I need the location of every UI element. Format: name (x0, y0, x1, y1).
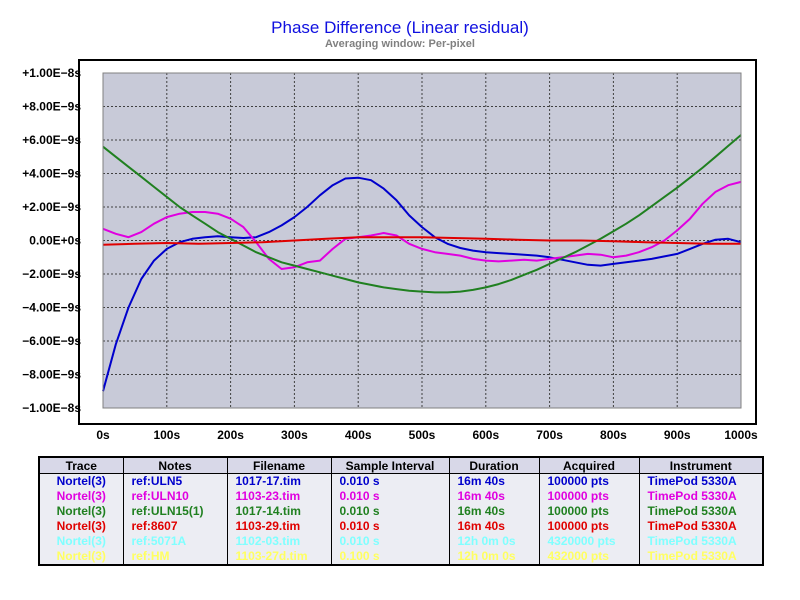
legend-cell-filename: 1017-17.tim (226, 473, 331, 489)
x-axis: 0s 100s 200s 300s 400s 500s 600s 700s 800s 900s 10… (96, 428, 758, 442)
legend-cell-duration: 12h 0m 0s (448, 549, 539, 565)
series-line (102, 180, 742, 270)
legend-row: Nortel(3) ref:ULN10 1103-23.tim 0.010 s 16m … (39, 489, 763, 504)
chart-title: Phase Difference (Linear residual) (271, 18, 529, 37)
legend-header-sample-interval: Sample Interval (330, 457, 449, 474)
legend-cell-notes: ref:8607 (122, 519, 227, 534)
x-tick-label: 200s (217, 428, 244, 442)
legend-cell-acquired: 432000 pts (538, 549, 639, 565)
x-tick-label: 800s (600, 428, 627, 442)
legend-cell-sample-interval: 0.100 s (330, 549, 449, 565)
legend-cell-instrument: TimePod 5330A (638, 473, 763, 489)
legend-cell-duration: 16m 40s (448, 504, 539, 519)
x-tick-label: 0s (96, 428, 110, 442)
legend-cell-filename: 1102-03.tim (226, 534, 331, 549)
legend-row: Nortel(3) ref:5071A 1102-03.tim 0.010 s 12h … (39, 534, 763, 549)
x-tick-label: 600s (472, 428, 499, 442)
legend-cell-trace: Nortel(3) (39, 549, 123, 565)
y-tick-label: +8.00E−9s (22, 100, 81, 114)
legend-cell-filename: 1103-23.tim (226, 489, 331, 504)
legend-header-filename: Filename (226, 457, 331, 474)
legend-header-instrument: Instrument (638, 457, 763, 474)
legend-cell-acquired: 4320000 pts (538, 534, 639, 549)
y-tick-label: +2.00E−9s (22, 200, 81, 214)
y-tick-label: +6.00E−9s (22, 133, 81, 147)
legend-cell-acquired: 100000 pts (538, 504, 639, 519)
legend-cell-trace: Nortel(3) (39, 473, 123, 489)
y-tick-label: +1.00E−8s (22, 66, 81, 80)
x-tick-label: 500s (409, 428, 436, 442)
legend-row: Nortel(3) ref:8607 1103-29.tim 0.010 s 16m 4… (39, 519, 763, 534)
legend-cell-filename: 1103-27d.tim (226, 549, 331, 565)
y-tick-label: 0.00E+0s (29, 234, 81, 248)
chart-plot: +1.00E−8s +8.00E−9s +6.00E−9s +4.00E−9s +2.0… (22, 59, 758, 442)
y-tick-label: −1.00E−8s (22, 401, 81, 415)
legend-cell-duration: 12h 0m 0s (448, 534, 539, 549)
legend-header-acquired: Acquired (538, 457, 639, 474)
legend-cell-filename: 1103-29.tim (226, 519, 331, 534)
series-line (102, 134, 742, 294)
legend-header-trace: Trace (39, 457, 123, 474)
legend-cell-filename: 1017-14.tim (226, 504, 331, 519)
legend-cell-sample-interval: 0.010 s (330, 519, 449, 534)
legend-cell-sample-interval: 0.010 s (330, 489, 449, 504)
x-tick-label: 1000s (724, 428, 758, 442)
y-tick-label: −2.00E−9s (22, 267, 81, 281)
series-line (102, 176, 742, 392)
legend-table: Trace Notes Filename Sample Interval Dur… (38, 456, 764, 566)
legend-cell-sample-interval: 0.010 s (330, 473, 449, 489)
x-tick-label: 300s (281, 428, 308, 442)
legend-header-duration: Duration (448, 457, 539, 474)
x-tick-label: 900s (664, 428, 691, 442)
legend-row: Nortel(3) ref:HM 1103-27d.tim 0.100 s 12h 0m… (39, 549, 763, 565)
legend-cell-trace: Nortel(3) (39, 504, 123, 519)
legend-cell-trace: Nortel(3) (39, 534, 123, 549)
legend-header-row: Trace Notes Filename Sample Interval Dur… (39, 457, 763, 474)
x-tick-label: 700s (536, 428, 563, 442)
legend-cell-instrument: TimePod 5330A (638, 519, 763, 534)
legend-cell-acquired: 100000 pts (538, 519, 639, 534)
series-layer (102, 134, 742, 392)
y-tick-label: −8.00E−9s (22, 368, 81, 382)
legend-cell-trace: Nortel(3) (39, 519, 123, 534)
legend-cell-instrument: TimePod 5330A (638, 534, 763, 549)
series-line (102, 236, 741, 246)
x-tick-label: 100s (153, 428, 180, 442)
legend-cell-notes: ref:HM (122, 549, 227, 565)
legend-cell-duration: 16m 40s (448, 473, 539, 489)
legend-cell-duration: 16m 40s (448, 519, 539, 534)
legend-cell-notes: ref:ULN5 (122, 473, 227, 489)
legend-cell-sample-interval: 0.010 s (330, 504, 449, 519)
legend-row: Nortel(3) ref:ULN5 1017-17.tim 0.010 s 16m 4… (39, 473, 763, 489)
chart-subtitle: Averaging window: Per-pixel (325, 38, 475, 50)
legend-cell-trace: Nortel(3) (39, 489, 123, 504)
legend-cell-acquired: 100000 pts (538, 473, 639, 489)
plot-area-border (102, 72, 742, 409)
legend-cell-instrument: TimePod 5330A (638, 504, 763, 519)
plot-area (103, 73, 741, 408)
y-axis: +1.00E−8s +8.00E−9s +6.00E−9s +4.00E−9s +2.0… (22, 66, 81, 415)
legend-cell-notes: ref:ULN10 (122, 489, 227, 504)
legend-cell-instrument: TimePod 5330A (638, 489, 763, 504)
legend-cell-sample-interval: 0.010 s (330, 534, 449, 549)
legend-header-notes: Notes (122, 457, 227, 474)
y-tick-label: +4.00E−9s (22, 167, 81, 181)
legend-cell-duration: 16m 40s (448, 489, 539, 504)
legend-cell-notes: ref:ULN15(1) (122, 504, 227, 519)
x-tick-label: 400s (345, 428, 372, 442)
legend-cell-instrument: TimePod 5330A (638, 549, 763, 565)
y-tick-label: −4.00E−9s (22, 301, 81, 315)
y-tick-label: −6.00E−9s (22, 334, 81, 348)
legend-cell-notes: ref:5071A (122, 534, 227, 549)
legend-cell-acquired: 100000 pts (538, 489, 639, 504)
